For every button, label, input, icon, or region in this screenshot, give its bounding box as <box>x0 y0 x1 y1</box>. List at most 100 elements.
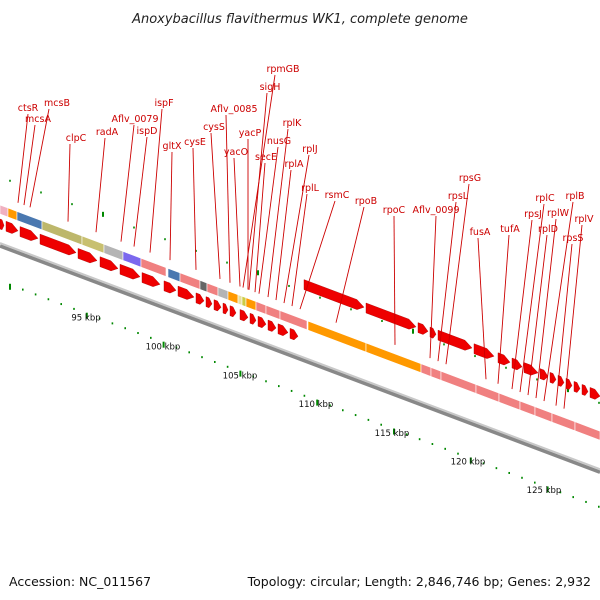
leader-line <box>149 108 163 253</box>
kbp-label: 95 kbp <box>71 313 100 323</box>
feature-block <box>279 310 308 331</box>
leader-line <box>120 124 135 242</box>
gene-label: rplD <box>538 224 558 235</box>
gene-label: rplL <box>301 183 320 194</box>
gene-arrow <box>205 296 213 309</box>
leader-line <box>563 224 583 409</box>
leader-line <box>437 201 457 362</box>
feature-block <box>245 297 257 311</box>
gene-label: rpsS <box>563 233 584 244</box>
gene-arrow <box>163 280 177 294</box>
feature-block <box>365 342 422 374</box>
gene-arrow <box>539 368 549 381</box>
gene-label: mcsA <box>25 114 51 125</box>
feature-block <box>103 243 124 261</box>
gene-label: radA <box>96 127 119 138</box>
gene-arrow <box>417 322 429 335</box>
feature-block <box>265 304 281 320</box>
leader-line <box>477 237 487 380</box>
gene-arrow <box>437 329 473 351</box>
leader-line <box>275 169 292 301</box>
feature-block <box>430 367 442 381</box>
gene-label: gltX <box>163 141 182 152</box>
gene-label: yacP <box>239 128 262 139</box>
kbp-label: 105 kbp <box>223 371 258 381</box>
feature-block <box>475 384 500 403</box>
leader-line <box>210 132 221 279</box>
feature-block <box>199 279 208 293</box>
feature-block <box>255 301 267 315</box>
gene-arrow <box>257 315 267 329</box>
gene-label: Aflv_0085 <box>210 104 257 115</box>
feature-block <box>420 363 432 377</box>
feature-block <box>307 320 367 353</box>
feature-block <box>574 421 600 441</box>
gene-arrow <box>0 218 5 231</box>
gene-arrow <box>99 256 119 272</box>
gene-arrow <box>5 220 19 234</box>
leader-line <box>335 206 365 323</box>
gene-arrow <box>365 302 417 330</box>
feature-block <box>498 392 521 411</box>
gene-arrow <box>303 279 365 310</box>
leader-line <box>445 183 470 365</box>
kbp-label: 125 kbp <box>527 486 562 496</box>
gene-label: mcsB <box>44 98 70 109</box>
kbp-label: 110 kbp <box>299 400 334 410</box>
gene-arrow <box>511 357 523 371</box>
leader-line <box>192 147 197 270</box>
leader-line <box>248 92 268 290</box>
gene-label: nusG <box>267 136 291 147</box>
leader-line <box>95 137 106 233</box>
leader-line <box>267 128 289 298</box>
gene-arrow <box>239 309 249 322</box>
feature-block <box>140 257 167 278</box>
gene-label: rplC <box>535 193 555 204</box>
gene-label: rpsG <box>459 173 481 184</box>
backbone-line <box>0 244 600 474</box>
leader-line <box>23 124 36 206</box>
gene-arrow <box>573 381 581 393</box>
feature-block <box>167 267 181 283</box>
gene-label: rpoC <box>383 205 406 216</box>
gene-label: ctsR <box>18 103 39 114</box>
gene-label: Aflv_0099 <box>412 205 459 216</box>
gene-arrow <box>19 226 39 241</box>
gene-arrow <box>195 292 205 305</box>
gene-label: cysS <box>203 122 225 133</box>
gene-label: rsmC <box>325 190 350 201</box>
leader-line <box>519 203 545 393</box>
gene-label: clpC <box>66 133 87 144</box>
leader-line <box>233 157 241 287</box>
gene-label: rpmGB <box>266 64 299 75</box>
leader-line <box>225 114 231 283</box>
leader-line <box>67 143 71 222</box>
feature-block <box>241 295 247 308</box>
gene-arrow <box>77 248 98 264</box>
backbone-line <box>0 242 600 471</box>
leader-line <box>254 162 266 293</box>
gene-label: rpsJ <box>524 209 542 220</box>
accession-text: Accession: NC_011567 <box>9 574 152 589</box>
feature-block <box>217 286 229 301</box>
kbp-label-layer: 95 kbp 100 kbp 105 kbp 110 kbp 115 kbp 120 kb… <box>71 313 561 496</box>
feature-block <box>227 290 239 305</box>
feature-block <box>81 235 105 254</box>
gene-arrow <box>549 372 557 384</box>
leader-line <box>283 154 310 304</box>
gene-arrow <box>119 263 141 280</box>
gene-label: ispF <box>154 98 173 109</box>
map-title: Anoxybacillus flavithermus WK1, complete… <box>131 12 468 27</box>
leader-line <box>258 146 279 294</box>
gene-label: sigH <box>260 82 281 93</box>
leader-line <box>511 219 533 390</box>
feature-layer <box>0 204 600 441</box>
gene-label: fusA <box>470 227 491 238</box>
feature-block <box>519 400 536 417</box>
leader-line-layer <box>17 74 583 409</box>
leader-line <box>133 136 148 247</box>
leader-line <box>527 234 548 396</box>
gene-label: rpoB <box>355 196 377 207</box>
gene-arrow <box>222 302 229 315</box>
